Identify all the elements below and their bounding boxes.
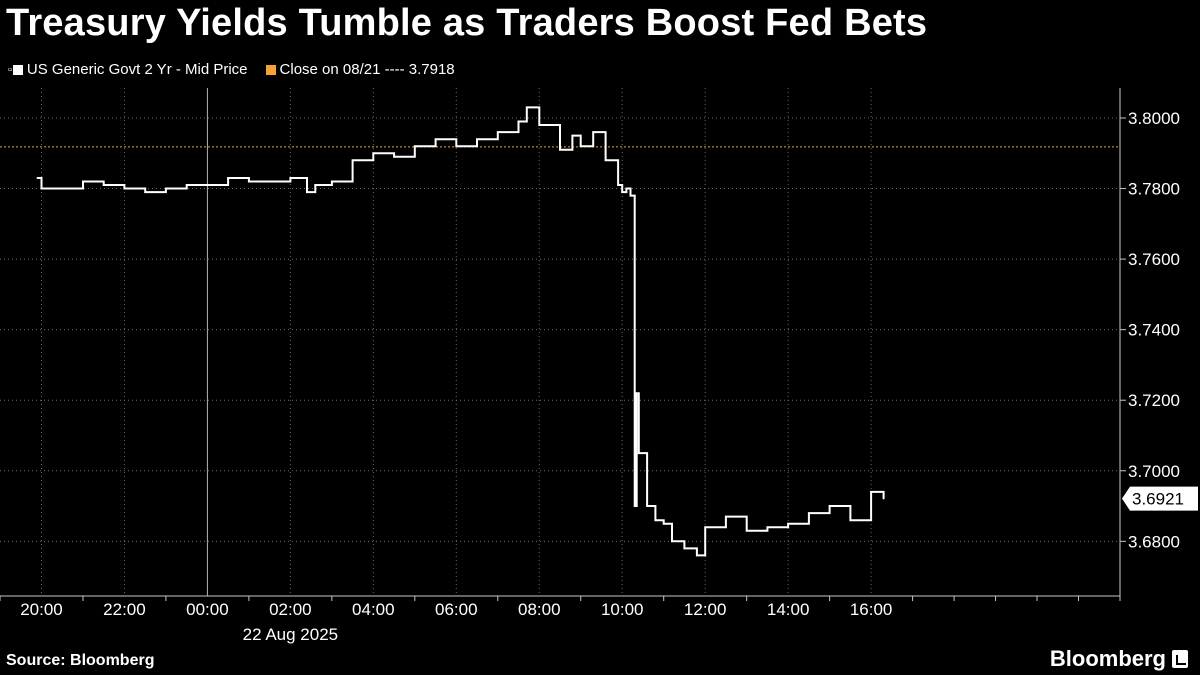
series-point	[571, 134, 574, 137]
line-glyph-icon: ▫	[8, 63, 12, 76]
brand: Bloomberg	[1050, 646, 1188, 672]
series-point	[766, 526, 769, 529]
x-tick-label: 20:00	[20, 600, 63, 619]
series-point	[662, 522, 665, 525]
series-point	[351, 159, 354, 162]
series-point	[123, 187, 126, 190]
series-point	[268, 180, 271, 183]
x-tick-label: 14:00	[767, 600, 810, 619]
series-point	[372, 152, 375, 155]
x-tick-label: 10:00	[601, 600, 644, 619]
series-point	[849, 519, 852, 521]
series-point	[621, 191, 624, 193]
series-point	[635, 392, 638, 394]
series-point	[633, 505, 636, 507]
series-point	[654, 519, 657, 521]
series-point	[526, 106, 528, 109]
legend-swatch-orange	[265, 64, 276, 75]
last-value-label: 3.6921	[1132, 490, 1184, 509]
x-tick-label: 08:00	[518, 600, 561, 619]
legend: ▫ US Generic Govt 2 Yr - Mid Price Close…	[8, 61, 473, 78]
legend-label-series: US Generic Govt 2 Yr - Mid Price	[26, 61, 248, 78]
series-point	[227, 177, 229, 179]
series-point	[625, 187, 628, 190]
source-note: Source: Bloomberg	[6, 652, 155, 669]
y-tick-label: 3.7800	[1128, 180, 1180, 199]
series-point	[82, 180, 84, 183]
series-point	[331, 180, 333, 183]
x-tick-label: 00:00	[186, 600, 229, 619]
series-point	[646, 505, 648, 507]
series-point	[559, 148, 561, 151]
series-point	[579, 145, 582, 148]
series-point	[393, 155, 395, 158]
series-point	[538, 124, 541, 126]
y-tick-label: 3.7200	[1128, 391, 1180, 410]
series-point	[455, 145, 458, 148]
x-tick-label: 22:00	[103, 600, 146, 619]
series-point	[671, 540, 673, 543]
legend-item-series: ▫ US Generic Govt 2 Yr - Mid Price	[8, 61, 248, 78]
y-tick-label: 3.7600	[1128, 250, 1180, 269]
series-point	[314, 184, 317, 186]
series-point	[882, 497, 885, 500]
series-point	[725, 515, 727, 518]
series-point	[414, 145, 416, 148]
series-point	[617, 184, 619, 186]
legend-swatch-white	[12, 64, 23, 75]
series-point	[40, 187, 43, 190]
series-point	[828, 505, 831, 507]
series-point	[638, 452, 640, 454]
series-point	[36, 177, 39, 179]
series-point	[704, 526, 706, 529]
series-point	[102, 184, 105, 186]
series-point	[476, 138, 478, 140]
brand-name: Bloomberg	[1049, 646, 1166, 671]
series-point	[496, 131, 499, 133]
series-point	[604, 159, 607, 162]
series-point	[592, 131, 594, 133]
legend-item-close: Close on 08/21 ---- 3.7918	[265, 61, 455, 78]
series-point	[248, 180, 250, 183]
series-point	[745, 529, 748, 532]
series-point	[434, 138, 437, 140]
x-tick-label: 12:00	[684, 600, 727, 619]
bloomberg-logo-icon	[1172, 650, 1188, 668]
series-point	[144, 191, 146, 193]
x-tick-label: 06:00	[435, 600, 478, 619]
series-point	[185, 184, 188, 186]
series-point	[808, 512, 810, 514]
series-point	[696, 554, 698, 557]
series-point	[61, 187, 64, 190]
series-point	[165, 187, 167, 190]
series-point	[206, 184, 209, 186]
chart-title: Treasury Yields Tumble as Traders Boost …	[6, 2, 928, 44]
series-line	[37, 106, 885, 557]
y-tick-label: 3.7400	[1128, 321, 1180, 340]
series-point	[870, 491, 872, 493]
series-point	[306, 191, 308, 193]
series-point	[683, 547, 686, 550]
y-tick-label: 3.7000	[1128, 462, 1180, 481]
x-tick-label: 04:00	[352, 600, 395, 619]
y-tick-label: 3.6800	[1128, 532, 1180, 551]
series-point	[289, 177, 292, 179]
series-point	[787, 522, 789, 525]
x-tick-label: 02:00	[269, 600, 312, 619]
y-tick-label: 3.8000	[1128, 109, 1180, 128]
series-point	[629, 194, 632, 197]
x-date-label: 22 Aug 2025	[243, 625, 338, 644]
last-value-badge	[1122, 486, 1198, 511]
legend-label-close: Close on 08/21 ---- 3.7918	[279, 61, 455, 78]
series-point	[517, 120, 520, 123]
x-tick-label: 16:00	[850, 600, 893, 619]
